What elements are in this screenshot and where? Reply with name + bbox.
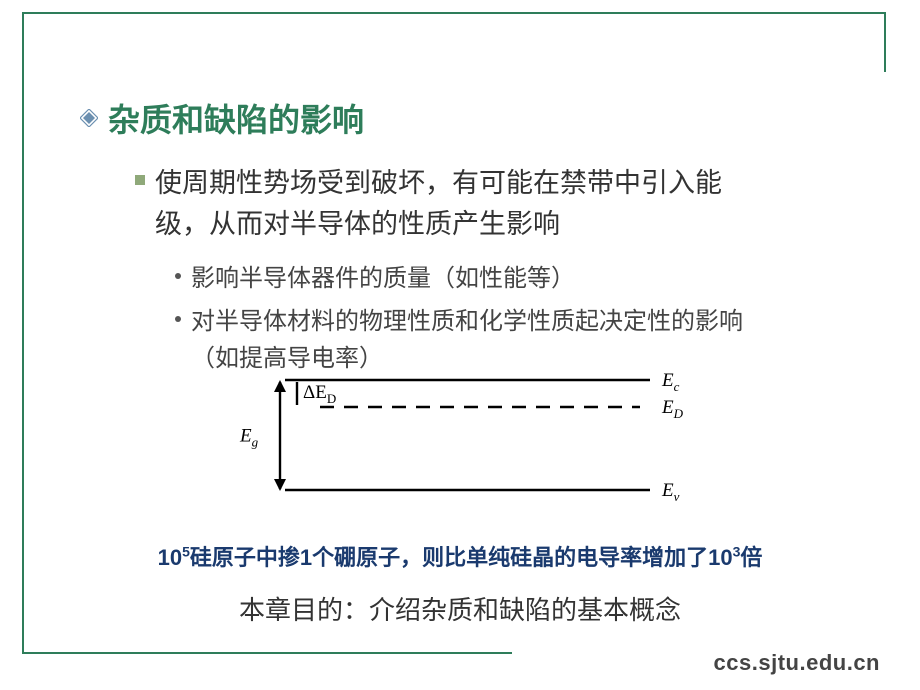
title-row: 杂质和缺陷的影响 xyxy=(80,95,860,141)
frame-bottom xyxy=(22,652,512,654)
svg-text:Eg: Eg xyxy=(239,426,259,450)
caption1-sup1: 5 xyxy=(182,544,190,560)
caption-purpose: 本章目的：介绍杂质和缺陷的基本概念 xyxy=(0,590,920,627)
caption1-p2: 硅原子中掺1个硼原子，则比单纯硅晶的电导率增加了10 xyxy=(190,545,733,570)
svg-text:ΔED: ΔED xyxy=(303,382,336,406)
svg-text:ED: ED xyxy=(661,397,684,421)
sub-row: 使周期性势场受到破坏，有可能在禁带中引入能级，从而对半导体的性质产生影响 xyxy=(135,163,860,244)
caption1-p1: 10 xyxy=(158,545,182,570)
square-bullet-icon xyxy=(135,175,145,185)
dot-bullet-icon xyxy=(175,316,181,322)
caption1-p3: 倍 xyxy=(740,545,762,570)
sub-block: 使周期性势场受到破坏，有可能在禁带中引入能级，从而对半导体的性质产生影响 影响半… xyxy=(135,163,860,378)
svg-text:Ev: Ev xyxy=(661,480,680,504)
sub2-row-0: 影响半导体器件的质量（如性能等） xyxy=(175,260,860,297)
dot-bullet-icon xyxy=(175,273,181,279)
caption-doping: 105硅原子中掺1个硼原子，则比单纯硅晶的电导率增加了103倍 xyxy=(0,540,920,572)
slide-title: 杂质和缺陷的影响 xyxy=(108,95,364,141)
frame-top xyxy=(22,12,884,14)
sub-text: 使周期性势场受到破坏，有可能在禁带中引入能级，从而对半导体的性质产生影响 xyxy=(155,163,745,244)
sub2-block: 影响半导体器件的质量（如性能等） 对半导体材料的物理性质和化学性质起决定性的影响… xyxy=(175,260,860,378)
energy-band-diagram: Ec ED Ev ΔED Eg xyxy=(230,365,710,515)
sub2-text-0: 影响半导体器件的质量（如性能等） xyxy=(191,260,575,297)
svg-text:Ec: Ec xyxy=(661,370,680,394)
frame-right xyxy=(884,12,886,72)
slide-content: 杂质和缺陷的影响 使周期性势场受到破坏，有可能在禁带中引入能级，从而对半导体的性… xyxy=(80,95,860,384)
footer-url: ccs.sjtu.edu.cn xyxy=(714,650,880,676)
diamond-bullet-icon xyxy=(80,109,98,127)
